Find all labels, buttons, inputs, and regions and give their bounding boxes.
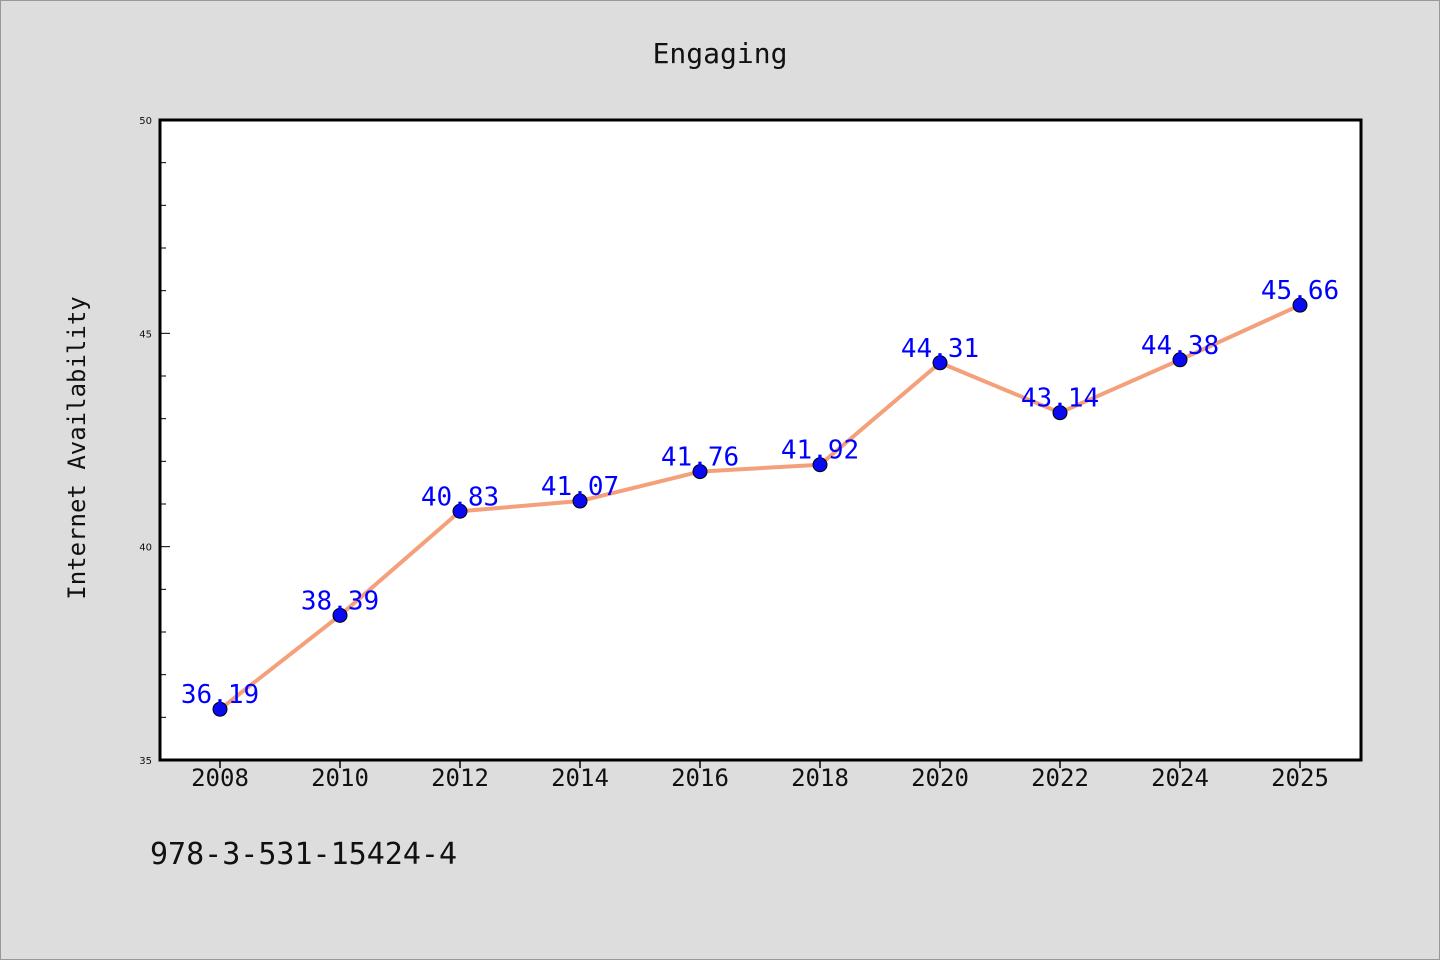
data-point (932, 355, 948, 371)
data-point (452, 503, 468, 519)
series-line-layer (218, 303, 1302, 712)
data-labels: 36.19 38.39 40.83 41.07 41.76 41.92 44.31 43.14… (181, 276, 1339, 710)
x-tick-label: 2014 (551, 764, 609, 792)
x-tick-label: 2008 (191, 764, 249, 792)
x-tick-label: 2016 (671, 764, 729, 792)
data-label: 41.92 (781, 436, 859, 466)
y-tick-label: 40 (139, 543, 152, 554)
y-tick-label: 35 (139, 756, 152, 767)
y-axis-label: Internet Availability (63, 296, 91, 599)
x-tick-label: 2025 (1271, 764, 1329, 792)
data-label: 43.14 (1021, 384, 1099, 414)
data-label: 38.39 (301, 586, 379, 616)
x-tick-label: 2018 (791, 764, 849, 792)
data-point (212, 701, 228, 717)
y-tick-label: 50 (139, 116, 152, 127)
chart-title: Engaging (653, 37, 788, 70)
axis-ticks: 35 40 45 50 2008 2010 2012 2014 2016 2018 2020 2022… (139, 116, 1329, 792)
series-line (218, 303, 1302, 712)
data-point (572, 493, 588, 509)
plot-frame (158, 118, 1363, 762)
data-label: 41.07 (541, 472, 619, 502)
data-point (812, 457, 828, 473)
data-point (1292, 297, 1308, 313)
x-tick-label: 2012 (431, 764, 489, 792)
data-label: 40.83 (421, 482, 499, 512)
x-tick-label: 2024 (1151, 764, 1209, 792)
data-point (1172, 352, 1188, 368)
x-tick-label: 2022 (1031, 764, 1089, 792)
y-tick-label: 45 (139, 329, 152, 340)
plot-area (160, 120, 1361, 760)
data-label: 44.31 (901, 334, 979, 364)
data-label: 44.38 (1141, 331, 1219, 361)
x-tick-label: 2010 (311, 764, 369, 792)
data-label: 36.19 (181, 680, 259, 710)
x-tick-label: 2020 (911, 764, 969, 792)
series-markers (212, 297, 1308, 717)
data-label: 45.66 (1261, 276, 1339, 306)
footer-isbn: 978-3-531-15424-4 (150, 837, 457, 872)
data-point (692, 464, 708, 480)
data-point (332, 607, 348, 623)
data-label: 41.76 (661, 443, 739, 473)
data-point (1052, 405, 1068, 421)
